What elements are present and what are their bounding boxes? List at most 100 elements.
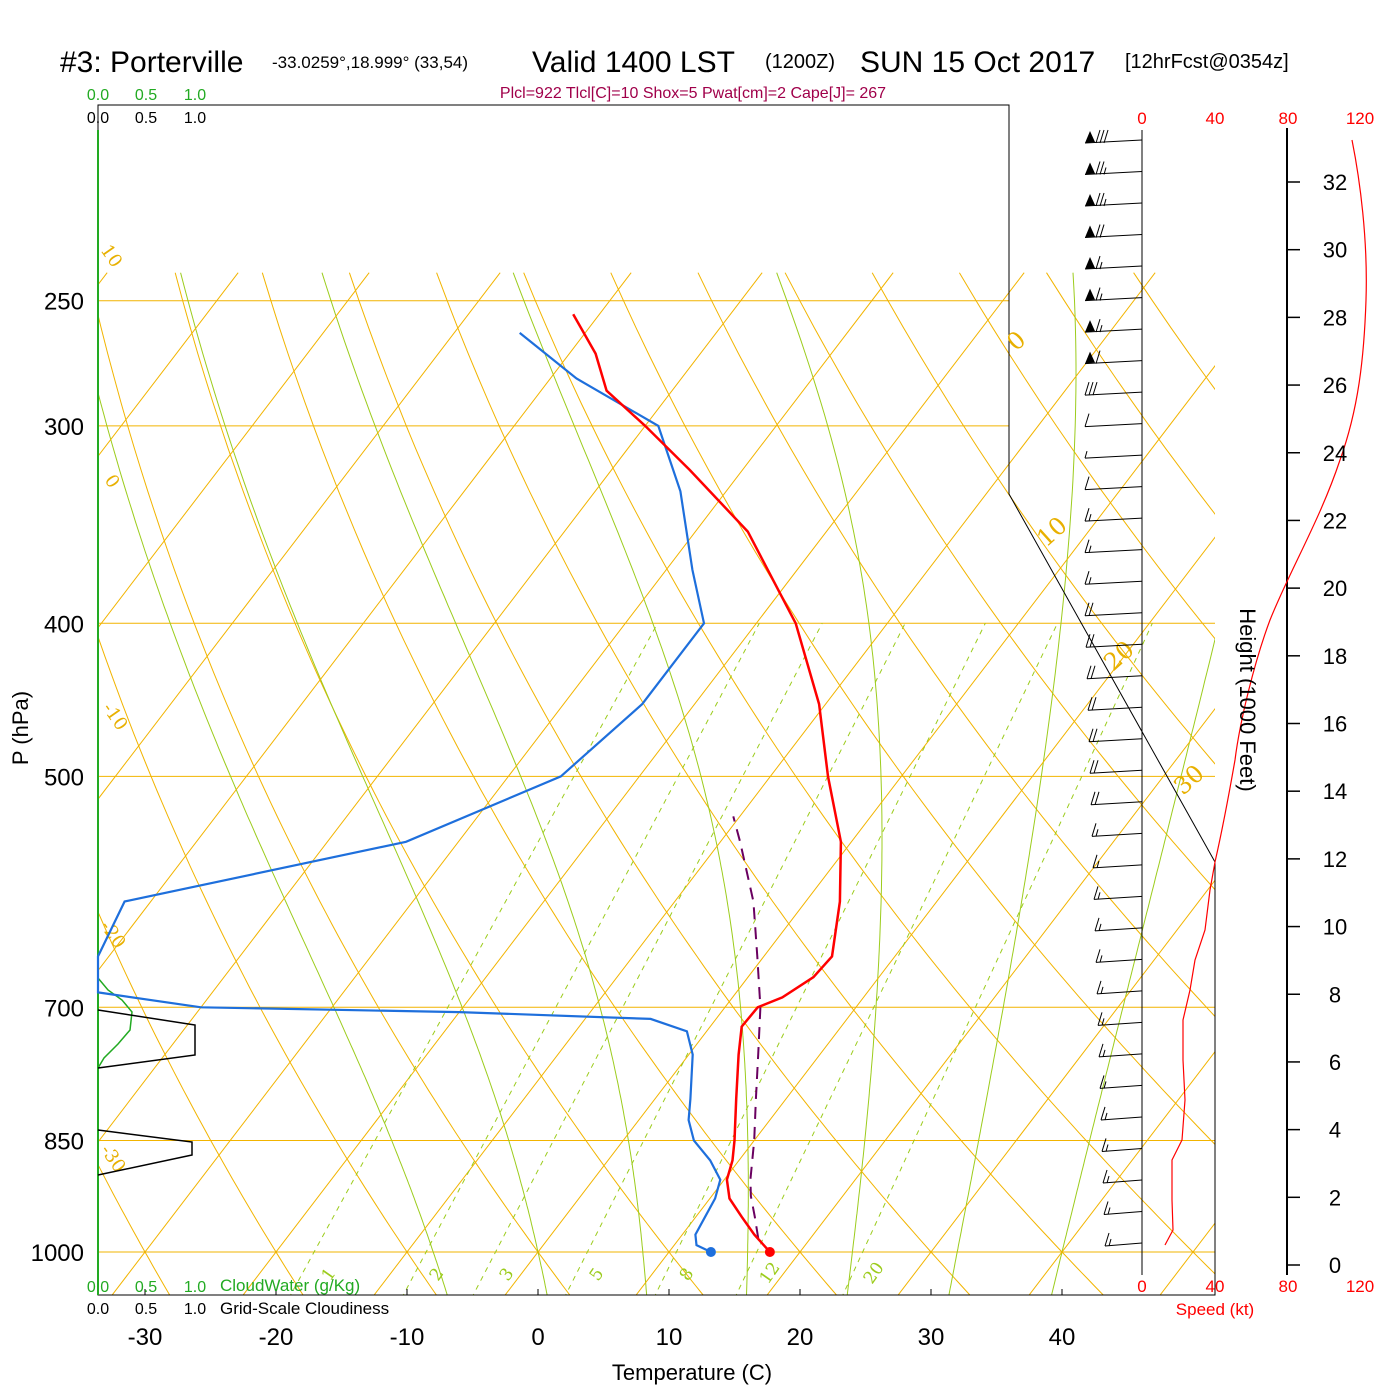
wind-barb bbox=[1084, 287, 1143, 302]
speed-tick-bottom: 40 bbox=[1206, 1277, 1225, 1296]
wind-barb-full bbox=[1087, 697, 1093, 711]
wind-barb-shaft bbox=[1084, 423, 1143, 428]
wind-barb-full bbox=[1099, 129, 1105, 144]
cloudiness-scale-top: 1.0 bbox=[184, 110, 206, 127]
wind-barb-full bbox=[1103, 1201, 1109, 1215]
wind-barb-full bbox=[1095, 129, 1101, 144]
wind-barb-full bbox=[1088, 381, 1094, 396]
wind-barb bbox=[1100, 1106, 1143, 1121]
parcel-curve bbox=[732, 816, 762, 1239]
wind-barb-shaft bbox=[1084, 549, 1143, 554]
wind-barb-full bbox=[1094, 791, 1100, 805]
temperature-ticks: -30 -20 -10 0 10 20 30 40 bbox=[128, 1289, 1076, 1351]
wind-barb bbox=[1084, 381, 1143, 396]
wind-barb bbox=[1096, 980, 1143, 995]
speed-tick-bottom: 120 bbox=[1346, 1277, 1374, 1296]
dry-adiabat-line bbox=[348, 272, 971, 1295]
wind-barb bbox=[1084, 508, 1143, 522]
wind-barb-shaft bbox=[1090, 801, 1143, 806]
wind-barb-shaft bbox=[1095, 958, 1143, 963]
wind-barb bbox=[1084, 318, 1143, 333]
dry-adiabat-line bbox=[871, 272, 1215, 765]
station-coords: -33.0259°,18.999° (33,54) bbox=[272, 53, 468, 72]
wind-barb bbox=[1091, 823, 1143, 837]
wind-barb bbox=[1099, 1075, 1143, 1089]
wind-barb bbox=[1103, 1201, 1143, 1215]
wind-barb-full bbox=[1091, 823, 1097, 837]
wind-barb-pennant bbox=[1085, 288, 1095, 301]
wind-barb-full bbox=[1095, 255, 1101, 270]
wind-barb-full bbox=[1084, 476, 1090, 490]
wind-barb-shaft bbox=[1101, 1147, 1143, 1152]
isotherm-line bbox=[373, 272, 1156, 1295]
wind-barb bbox=[1098, 1043, 1143, 1058]
isotherm-line bbox=[242, 272, 1025, 1295]
wind-barb-shaft bbox=[1104, 1242, 1143, 1247]
isotherm-line bbox=[98, 272, 501, 800]
mixing-ratio-label: 5 bbox=[586, 1265, 609, 1285]
wind-barb-full bbox=[1095, 287, 1101, 301]
isotherm-line bbox=[98, 272, 370, 629]
mixing-ratio-line bbox=[735, 623, 1058, 1295]
speed-tick-top: 80 bbox=[1279, 109, 1298, 128]
height-tick-label: 2 bbox=[1329, 1185, 1341, 1210]
wind-barb-full bbox=[1084, 602, 1090, 616]
wind-barb-shaft bbox=[1100, 1116, 1143, 1121]
mixing-ratio-line bbox=[565, 623, 906, 1295]
temperature-tick-label: -30 bbox=[128, 1324, 163, 1351]
isotherm-line bbox=[766, 707, 1215, 1295]
wind-barb bbox=[1086, 665, 1143, 680]
speed-tick-bottom: 80 bbox=[1279, 1277, 1298, 1296]
wind-barb-shaft bbox=[1093, 895, 1143, 900]
wind-barb bbox=[1084, 602, 1143, 617]
dry-adiabat-line bbox=[98, 312, 571, 1295]
wind-barb-shaft bbox=[1084, 391, 1143, 396]
wind-barb-shaft bbox=[1084, 454, 1143, 459]
wind-barb-full bbox=[1096, 980, 1102, 995]
moist-adiabat-line bbox=[321, 272, 648, 1295]
wind-barb bbox=[1084, 571, 1143, 585]
wind-barb-full bbox=[1103, 129, 1109, 144]
mixing-ratio-line bbox=[654, 623, 986, 1295]
wind-barb-half bbox=[1101, 1018, 1105, 1026]
wind-barb-half bbox=[1088, 514, 1092, 522]
temperature-tick-label: -10 bbox=[390, 1324, 425, 1351]
cloudiness-scale-bottom: 0.5 bbox=[135, 1301, 157, 1318]
height-tick-label: 12 bbox=[1323, 847, 1347, 872]
moist-adiabat-line bbox=[180, 272, 548, 1295]
cloudiness-label: Grid-Scale Cloudiness bbox=[220, 1299, 389, 1318]
valid-date: SUN 15 Oct 2017 bbox=[860, 46, 1095, 79]
wind-barb-full bbox=[1094, 917, 1100, 932]
moist-adiabat-lines bbox=[98, 272, 1215, 1295]
wind-barb bbox=[1084, 413, 1143, 428]
mixing-ratio-label: 8 bbox=[676, 1265, 699, 1285]
height-tick-label: 30 bbox=[1323, 238, 1347, 263]
speed-tick-bottom: 0 bbox=[1137, 1277, 1146, 1296]
wind-barb-full bbox=[1091, 697, 1097, 711]
station-title: #3: Porterville bbox=[60, 46, 243, 79]
dewpoint-curve bbox=[96, 332, 722, 1253]
temperature-tick-label: 20 bbox=[787, 1324, 814, 1351]
height-tick-label: 18 bbox=[1323, 644, 1347, 669]
wind-barb-full bbox=[1095, 161, 1101, 175]
cloudiness-scale-bottom: 0.0 bbox=[87, 1301, 109, 1318]
wind-barb bbox=[1084, 129, 1143, 144]
dry-adiabat-lines bbox=[98, 272, 1215, 1295]
wind-barb-half bbox=[1104, 1112, 1108, 1121]
isotherm-label: -10 bbox=[98, 699, 132, 735]
wind-barb-full bbox=[1102, 1169, 1108, 1184]
wind-barb-shaft bbox=[1084, 171, 1143, 176]
utc-time: (1200Z) bbox=[765, 51, 835, 73]
cloudwater-scale-bottom: 0.5 bbox=[135, 1279, 157, 1296]
wind-barb bbox=[1084, 539, 1143, 554]
wind-barb-half bbox=[1108, 1238, 1112, 1247]
wind-barb-full bbox=[1084, 381, 1090, 396]
wind-barb-full bbox=[1099, 1075, 1105, 1089]
wind-barb-shaft bbox=[1099, 1084, 1143, 1089]
height-tick-label: 28 bbox=[1323, 305, 1347, 330]
cloudiness-profile-lower bbox=[97, 1129, 193, 1176]
temperature-tick-label: 40 bbox=[1049, 1324, 1076, 1351]
height-tick-label: 0 bbox=[1329, 1253, 1341, 1278]
wind-barb-half bbox=[1099, 261, 1103, 270]
